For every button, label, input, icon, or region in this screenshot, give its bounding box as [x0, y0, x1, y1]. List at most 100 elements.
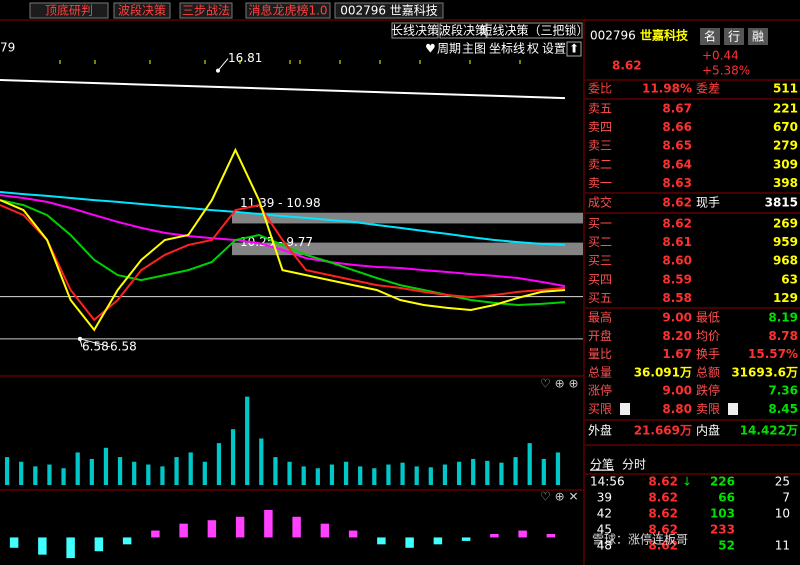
tick-volume: 103: [710, 507, 735, 521]
volume-bar: [471, 458, 476, 485]
row-value: 8.20: [662, 329, 692, 343]
strategy-button[interactable]: [439, 22, 487, 39]
volume-bar: [329, 464, 335, 485]
macd-bar: [320, 523, 330, 538]
book-price: 8.67: [662, 102, 692, 116]
volume-bar: [132, 461, 137, 485]
tab[interactable]: 分时: [622, 458, 646, 472]
quote-button[interactable]: [700, 28, 720, 45]
book-price: 8.60: [662, 254, 692, 268]
panel-icons[interactable]: ♡ ⊕ ✕: [540, 490, 579, 504]
tick-time: 39: [597, 491, 612, 505]
volume-bar: [188, 452, 193, 485]
tick-direction: ↓: [682, 475, 692, 489]
quote-button-label: 名: [704, 29, 716, 44]
volume-bar: [386, 464, 391, 485]
volume-bar: [47, 464, 52, 485]
tick-count: 25: [775, 475, 790, 489]
volume-bar: [273, 457, 278, 485]
book-price: 8.65: [662, 139, 692, 153]
toolbar-button[interactable]: [29, 2, 109, 19]
menu-item[interactable]: 权: [527, 42, 539, 56]
tick-volume: 226: [710, 475, 735, 489]
tick-time: 45: [597, 523, 612, 537]
row-label: 量比: [588, 347, 612, 361]
macd-bar: [518, 530, 527, 538]
book-price: 8.62: [662, 217, 692, 231]
menu-item[interactable]: 周期: [437, 42, 461, 56]
tick-time: 42: [597, 507, 612, 521]
menu-item[interactable]: 主图: [462, 42, 486, 56]
volume-bar: [499, 462, 504, 485]
volume-bar: [4, 457, 10, 485]
volume-bar: [160, 466, 165, 485]
book-label: 买四: [588, 272, 612, 286]
quote-button[interactable]: [724, 28, 744, 45]
volume-bar: [19, 461, 24, 485]
price-change: +0.44: [702, 49, 739, 63]
volume-bar: [513, 457, 518, 485]
annotation-leader: [217, 58, 229, 71]
macd-bar: [38, 537, 47, 555]
menu-item[interactable]: 设置: [542, 42, 566, 56]
volume-bar: [216, 443, 222, 485]
book-volume: 269: [773, 217, 798, 231]
row-value: 9.00: [662, 311, 692, 325]
book-price: 8.58: [662, 291, 692, 305]
row-value: 8.62: [662, 196, 692, 210]
row-value: 8.78: [768, 329, 798, 343]
toolbar-label: 三步战法: [182, 4, 230, 18]
toolbar-button[interactable]: [113, 2, 171, 19]
book-volume: 129: [773, 291, 798, 305]
book-volume: 279: [773, 139, 798, 153]
toolbar-button[interactable]: [334, 2, 444, 19]
volume-bar: [89, 458, 94, 485]
volume-bar: [428, 467, 433, 485]
row-label: 现手: [696, 196, 720, 210]
quote-button[interactable]: [748, 28, 768, 45]
strategy-button[interactable]: [486, 22, 583, 39]
macd-bar: [235, 516, 245, 538]
favorite-icon[interactable]: ♥: [425, 42, 436, 56]
chart-corner-label: 79: [0, 41, 15, 55]
info-icon: [620, 403, 630, 415]
menu-item[interactable]: 坐标线: [489, 42, 525, 56]
tick-volume: 233: [710, 523, 735, 537]
row-label: 总额: [696, 365, 720, 379]
row-label: 外盘: [588, 423, 612, 438]
strategy-button[interactable]: [391, 22, 439, 39]
watermark: 雪球：涨停连板哥: [592, 532, 688, 547]
panel-icons[interactable]: ♡ ⊕ ⊕: [540, 377, 579, 391]
toolbar-button[interactable]: [179, 2, 233, 19]
scroll-up-icon: ⬆: [569, 42, 579, 56]
book-price: 8.61: [662, 235, 692, 249]
volume-bar: [485, 460, 490, 485]
price-change-pct: +5.38%: [702, 64, 750, 78]
toolbar-label: 波段决策: [118, 3, 166, 18]
row-label: 涨停: [588, 383, 612, 398]
moving-average-line: [0, 194, 566, 288]
moving-average-line: [0, 79, 566, 100]
macd-bar: [546, 534, 556, 538]
quote-button-label: 行: [728, 30, 740, 44]
volume-bar: [358, 466, 363, 485]
row-value: 14.422万: [740, 424, 798, 438]
tick-price: 8.62: [648, 539, 678, 553]
tick-count: 7: [782, 491, 790, 505]
scroll-up-button[interactable]: [566, 41, 582, 57]
row-label: 总量: [588, 365, 612, 379]
toolbar-button[interactable]: [245, 2, 331, 19]
tick-count: 10: [775, 507, 790, 521]
resistance-zone: [232, 242, 583, 256]
row-value: 8.19: [768, 311, 798, 325]
stock-name: 世嘉科技: [640, 28, 689, 43]
tab[interactable]: 分笔: [590, 457, 614, 472]
macd-bar: [377, 537, 386, 545]
tick-price: 8.62: [648, 475, 678, 489]
annotation-label: 16.81: [228, 51, 262, 65]
strategy-label: 波段决策: [439, 23, 487, 38]
row-label: 开盘: [588, 328, 612, 343]
volume-bar: [343, 461, 349, 485]
volume-bar: [315, 468, 320, 485]
